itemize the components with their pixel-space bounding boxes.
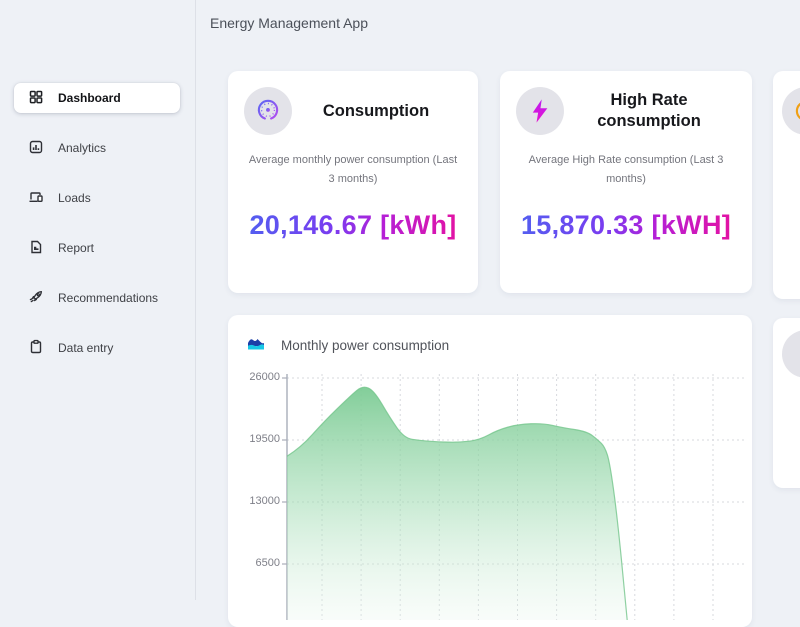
sidebar-item-label: Loads bbox=[58, 191, 91, 205]
devices-icon bbox=[28, 189, 44, 208]
grid-icon bbox=[28, 89, 44, 108]
card-subtitle: Average monthly power consumption (Last … bbox=[248, 154, 458, 185]
card-value: 15,870.33 [kWH] bbox=[500, 210, 752, 241]
card-value: 20,146.67 [kWh] bbox=[228, 210, 478, 241]
sidebar-item-recommendations[interactable]: Recommendations bbox=[14, 283, 180, 313]
area-chart-plot bbox=[282, 374, 745, 620]
bar-chart-icon bbox=[28, 139, 44, 158]
sidebar-item-report[interactable]: Report bbox=[14, 233, 180, 263]
sidebar-item-analytics[interactable]: Analytics bbox=[14, 133, 180, 163]
monthly-consumption-chart-card: Monthly power consumption 26000 19500 13… bbox=[228, 315, 752, 627]
card-title: Consumption bbox=[322, 101, 430, 120]
sidebar: Dashboard Analytics Loads bbox=[0, 0, 196, 600]
sidebar-item-label: Dashboard bbox=[58, 91, 121, 105]
coin-icon bbox=[782, 87, 800, 135]
lightning-icon bbox=[516, 87, 564, 135]
area-chart-icon bbox=[246, 335, 266, 356]
sidebar-item-label: Report bbox=[58, 241, 95, 255]
chart-title: Monthly power consumption bbox=[281, 338, 450, 353]
page-title: Energy Management App bbox=[210, 15, 368, 31]
sidebar-nav: Dashboard Analytics Loads bbox=[14, 83, 180, 383]
sidebar-item-label: Recommendations bbox=[58, 291, 159, 305]
sidebar-item-label: Analytics bbox=[58, 141, 107, 155]
y-tick-label: 26000 bbox=[249, 371, 280, 383]
hidden-icon bbox=[782, 330, 800, 378]
sidebar-item-data-entry[interactable]: Data entry bbox=[14, 333, 180, 363]
sidebar-item-label: Data entry bbox=[58, 341, 114, 355]
cost-card-partial bbox=[773, 71, 800, 299]
consumption-card: Consumption Average monthly power consum… bbox=[228, 71, 478, 293]
rocket-icon bbox=[28, 289, 44, 308]
high-rate-card: High Rate consumption Average High Rate … bbox=[500, 71, 752, 293]
report-icon bbox=[28, 239, 44, 258]
y-tick-label: 19500 bbox=[249, 433, 280, 445]
clipboard-icon bbox=[28, 339, 44, 358]
sidebar-item-dashboard[interactable]: Dashboard bbox=[14, 83, 180, 113]
sidebar-item-loads[interactable]: Loads bbox=[14, 183, 180, 213]
side-card-partial bbox=[773, 318, 800, 488]
card-title: High Rate consumption bbox=[597, 91, 701, 130]
y-tick-label: 13000 bbox=[249, 495, 280, 507]
gauge-icon bbox=[244, 87, 292, 135]
y-tick-label: 6500 bbox=[255, 557, 280, 569]
card-subtitle: Average High Rate consumption (Last 3 mo… bbox=[528, 154, 724, 185]
